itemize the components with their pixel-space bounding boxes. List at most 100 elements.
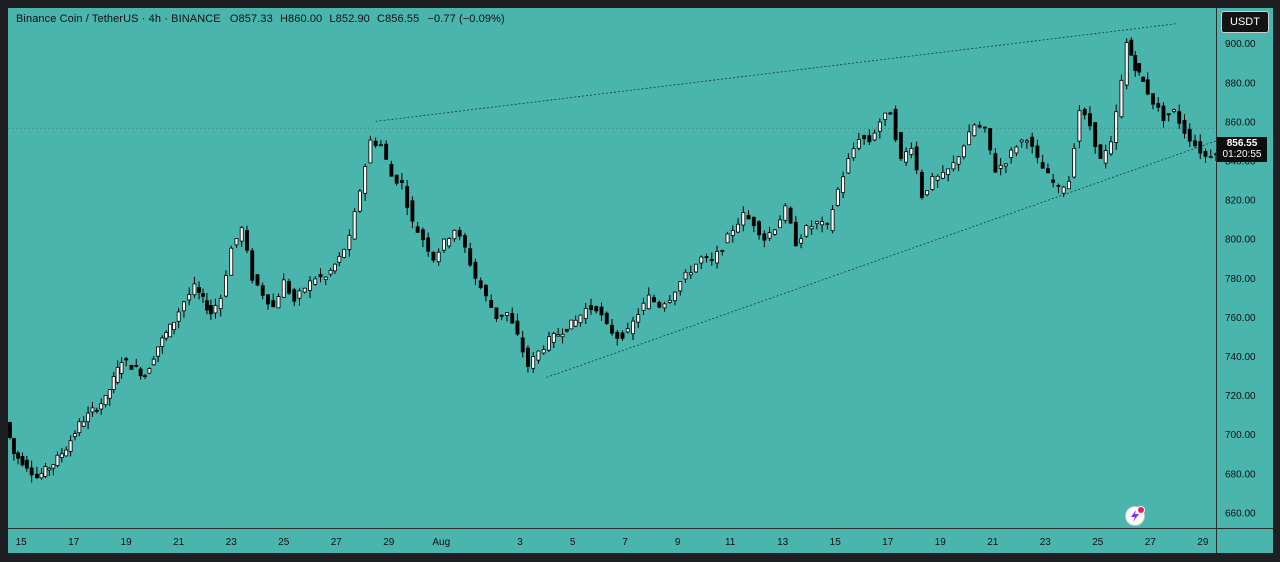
time-tick-label: 19 [935,537,947,548]
symbol-name[interactable]: Binance Coin / TetherUS · 4h · BINANCE [16,13,221,25]
candle [909,142,914,159]
candle [24,455,29,472]
time-tick-label: 23 [226,537,238,548]
candle [1061,185,1066,198]
candle [204,293,209,315]
candle [68,435,73,457]
candle [515,313,520,336]
price-tick-label: 760.00 [1225,313,1256,324]
candle [43,463,48,479]
time-tick-label: 13 [777,537,789,548]
plot-area[interactable] [8,8,1218,528]
candle [594,305,599,314]
candle [678,280,683,296]
candle [709,252,714,266]
time-axis[interactable]: 15 17 19 21 23 25 27 29 Aug 3 5 7 9 11 13 15 17 19 21 23 25 2… [8,528,1216,553]
candlestick-chart[interactable] [8,8,1218,528]
time-tick-label: 15 [830,537,842,548]
candle [489,294,494,308]
candle [883,112,888,127]
candle [556,328,561,337]
candle [715,245,719,269]
candle [187,287,192,306]
candle [1024,138,1029,149]
candle [1045,163,1050,174]
candle [426,232,431,257]
time-tick-label: 5 [570,537,576,548]
candle [888,111,893,115]
candle [662,301,667,312]
candle [1177,104,1182,129]
candle [363,163,368,201]
price-tick-label: 660.00 [1225,508,1256,519]
time-tick-label: 29 [1197,537,1209,548]
candle [1161,102,1166,128]
candle [1114,104,1119,150]
candle [494,307,499,323]
candle [176,307,181,329]
candle [862,134,867,145]
candle [615,329,620,346]
candle [610,319,614,336]
candle [318,268,323,283]
time-tick-label: 25 [1092,537,1104,548]
candle [569,319,574,330]
candle [967,124,972,146]
candle [814,220,819,230]
time-tick-label: 27 [331,537,343,548]
candle [699,255,704,270]
candle [192,276,197,298]
last-price-badge: 856.55 01:20:55 [1217,137,1267,162]
currency-button[interactable]: USDT [1221,11,1269,33]
candle [688,265,693,279]
candle [560,328,565,344]
candle [1077,105,1082,149]
candle [526,345,530,373]
candle [1040,154,1045,169]
candle [73,430,77,441]
candle [16,450,20,465]
candle [657,300,662,309]
candle [951,155,956,172]
candle [59,447,64,463]
candle [877,118,882,139]
candle [134,358,139,368]
candle [47,467,52,477]
candle [667,295,672,304]
candle [182,300,186,318]
candle [1156,97,1161,112]
candle [930,172,935,192]
candle [536,350,541,364]
candle [1093,122,1098,154]
price-tick-label: 820.00 [1225,196,1256,207]
candle [457,226,462,241]
candle [830,205,835,234]
candle [1072,143,1077,179]
candle [1193,134,1197,148]
candle [266,294,270,310]
price-axis[interactable]: 900.00880.00860.00840.00820.00800.00780.… [1216,8,1273,528]
candle [447,237,452,249]
candle [551,331,556,349]
candle [961,144,966,160]
candle [820,216,825,233]
candle [977,121,982,129]
candle [1187,123,1192,148]
candle [998,157,1003,176]
candle [589,298,593,315]
candle [772,228,777,236]
candle [164,330,169,341]
candle [1133,50,1138,77]
trendline-lower[interactable] [546,140,1217,378]
candle [420,227,425,248]
candle [224,270,228,298]
candle [129,364,134,370]
candle [431,251,436,263]
trendline-upper[interactable] [375,23,1177,122]
candle [1198,134,1203,160]
candle [804,224,809,238]
candle [20,452,25,467]
time-tick-label: 29 [383,537,395,548]
candle [111,371,116,394]
